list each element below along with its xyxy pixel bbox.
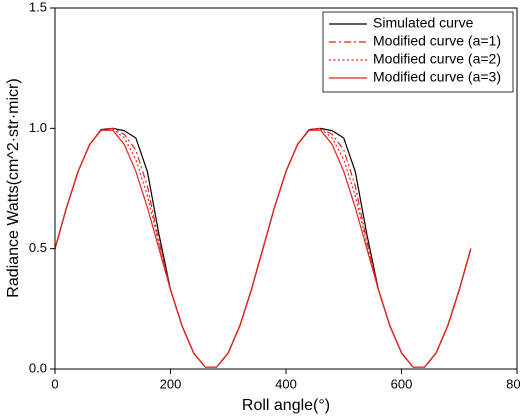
x-tick-label: 800 <box>506 376 520 391</box>
y-tick-label: 0.5 <box>29 240 47 255</box>
y-tick-label: 1.5 <box>29 0 47 14</box>
x-tick-label: 400 <box>275 376 297 391</box>
legend-label: Modified curve (a=1) <box>373 33 501 49</box>
line-series <box>54 129 472 368</box>
y-tick-label: 0.0 <box>29 360 47 375</box>
plot-frame <box>54 7 518 370</box>
legend-label: Modified curve (a=2) <box>373 51 501 67</box>
x-axis-title: Roll angle(°) <box>242 397 330 414</box>
legend-box <box>322 11 514 93</box>
x-tick-label: 600 <box>391 376 413 391</box>
legend-label: Simulated curve <box>373 15 474 31</box>
legend-label: Modified curve (a=3) <box>373 69 501 85</box>
line-series <box>54 128 472 368</box>
x-tick-label: 200 <box>160 376 182 391</box>
x-tick-label: 0 <box>51 376 58 391</box>
y-tick-label: 1.0 <box>29 120 47 135</box>
y-axis-title: Radiance Watts(cm^2·str·micr) <box>5 78 22 297</box>
